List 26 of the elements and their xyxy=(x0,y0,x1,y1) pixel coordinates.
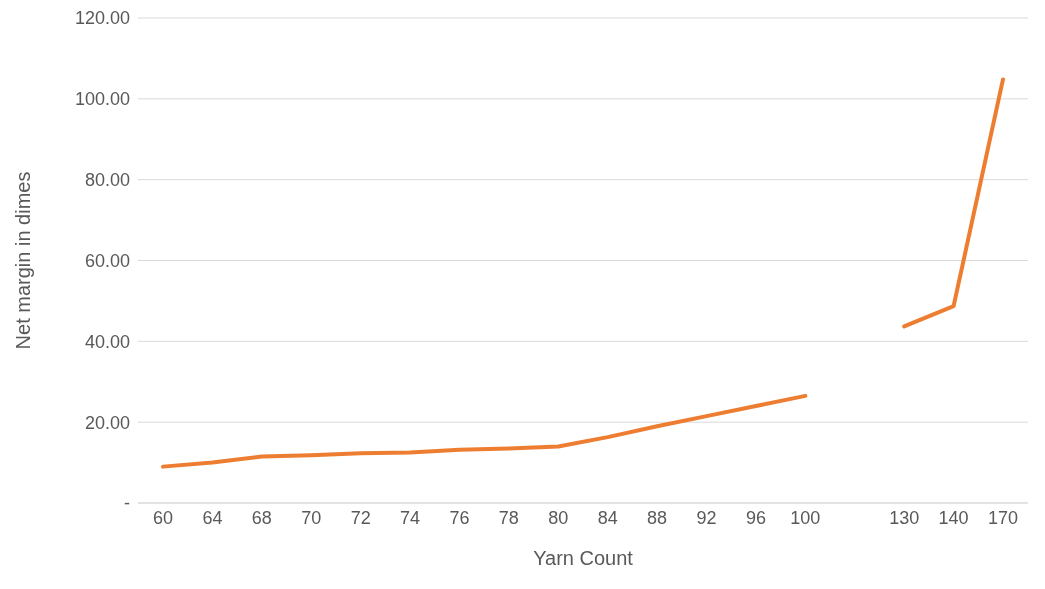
x-tick-label: 60 xyxy=(152,507,174,528)
x-tick-label: 64 xyxy=(202,507,223,528)
x-tick-label: 68 xyxy=(251,507,272,528)
y-tick-label: - xyxy=(124,493,130,514)
y-axis-title: Net margin in dimes xyxy=(12,171,35,350)
y-tick-label: 20.00 xyxy=(84,412,130,433)
x-tick-label: 72 xyxy=(350,507,371,528)
y-tick-label: 80.00 xyxy=(84,170,130,191)
x-axis-title: Yarn Count xyxy=(533,547,634,569)
x-tick-label: 74 xyxy=(400,507,421,528)
y-tick-label: 120.00 xyxy=(74,8,130,29)
x-tick-label: 80 xyxy=(548,507,569,528)
x-tick-label: 92 xyxy=(696,507,717,528)
x-tick-label: 140 xyxy=(938,507,969,528)
y-tick-label: 40.00 xyxy=(84,331,130,352)
x-tick-label: 70 xyxy=(301,507,322,528)
x-tick-label: 88 xyxy=(647,507,668,528)
x-tick-label: 84 xyxy=(597,507,618,528)
x-tick-label: 130 xyxy=(889,507,920,528)
y-tick-label: 100.00 xyxy=(74,89,130,110)
x-tick-label: 78 xyxy=(498,507,519,528)
x-tick-label: 170 xyxy=(987,507,1019,528)
x-tick-label: 96 xyxy=(745,507,766,528)
x-tick-label: 100 xyxy=(790,507,821,528)
y-tick-label: 60.00 xyxy=(84,250,130,271)
x-tick-label: 76 xyxy=(449,507,470,528)
